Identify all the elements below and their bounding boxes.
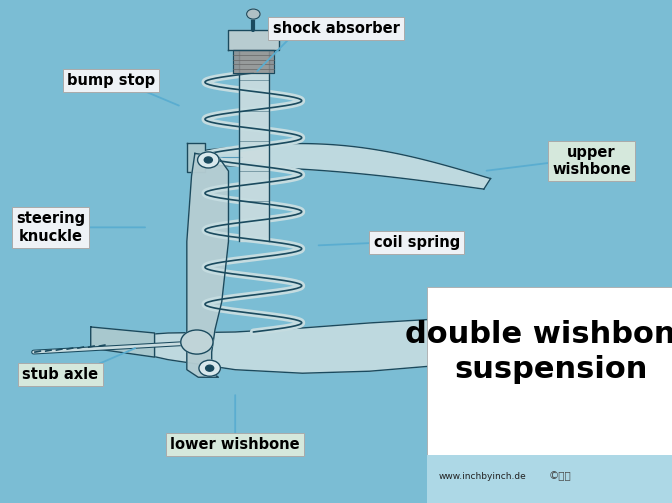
Polygon shape — [198, 143, 491, 189]
Text: shock absorber: shock absorber — [273, 21, 399, 36]
Circle shape — [181, 330, 213, 354]
Circle shape — [199, 360, 220, 376]
Text: lower wishbone: lower wishbone — [171, 437, 300, 452]
Polygon shape — [239, 40, 269, 241]
Text: upper
wishbone: upper wishbone — [552, 145, 631, 177]
Circle shape — [204, 157, 212, 163]
Text: stub axle: stub axle — [22, 367, 99, 382]
Circle shape — [198, 152, 219, 168]
Text: coil spring: coil spring — [374, 235, 460, 250]
Text: bump stop: bump stop — [67, 73, 155, 88]
Circle shape — [247, 9, 260, 19]
Polygon shape — [187, 143, 205, 172]
Circle shape — [206, 365, 214, 371]
FancyBboxPatch shape — [427, 287, 672, 503]
Polygon shape — [228, 30, 279, 50]
Text: www.inchbyinch.de: www.inchbyinch.de — [439, 472, 526, 481]
FancyBboxPatch shape — [427, 455, 672, 503]
Polygon shape — [91, 327, 155, 357]
Polygon shape — [111, 319, 484, 373]
Text: double wishbone
suspension: double wishbone suspension — [405, 320, 672, 384]
Text: steering
knuckle: steering knuckle — [16, 211, 85, 243]
Text: ©ⓘⓈ: ©ⓘⓈ — [548, 471, 571, 481]
Polygon shape — [233, 50, 274, 73]
Polygon shape — [187, 153, 228, 377]
